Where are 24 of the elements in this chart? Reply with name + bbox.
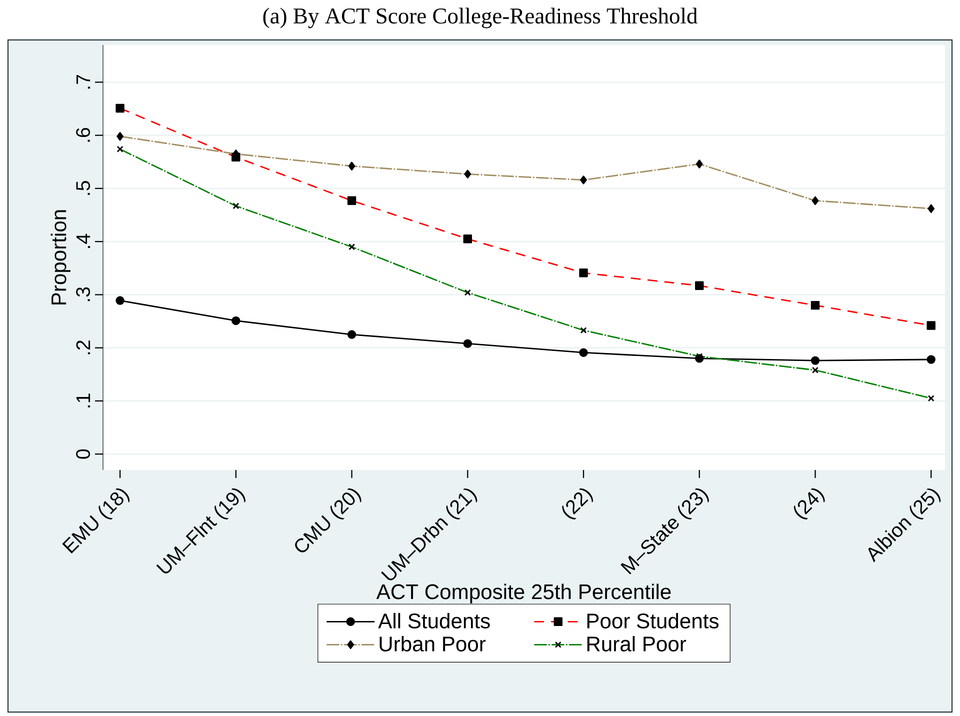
y-tick-label: 0 xyxy=(76,449,90,459)
legend-label: All Students xyxy=(378,612,490,628)
legend-label: Rural Poor xyxy=(587,636,686,652)
point xyxy=(463,339,472,348)
x-axis-title: ACT Composite 25th Percentile xyxy=(376,584,671,604)
y-axis-title: Proportion xyxy=(50,210,70,304)
y-tick-label: .2 xyxy=(76,340,90,354)
legend-label: Poor Students xyxy=(587,612,719,628)
point xyxy=(810,356,820,365)
y-tick-label: .3 xyxy=(76,287,90,302)
y-tick-label: .4 xyxy=(76,234,90,248)
x-tick-label: (24) xyxy=(794,488,825,520)
y-tick-label: .6 xyxy=(76,128,90,142)
point xyxy=(232,316,240,326)
point xyxy=(347,330,356,339)
legend-label: Urban Poor xyxy=(380,636,486,652)
point xyxy=(116,296,124,305)
point xyxy=(926,355,936,364)
y-tick-label: .5 xyxy=(76,181,90,195)
y-tick-label: .1 xyxy=(76,394,90,408)
y-tick-label: .7 xyxy=(76,74,90,89)
point xyxy=(579,348,588,357)
chart-title: (a) By ACT Score College-Readiness Threshold xyxy=(263,8,698,28)
x-tick-label: (22) xyxy=(562,488,594,520)
